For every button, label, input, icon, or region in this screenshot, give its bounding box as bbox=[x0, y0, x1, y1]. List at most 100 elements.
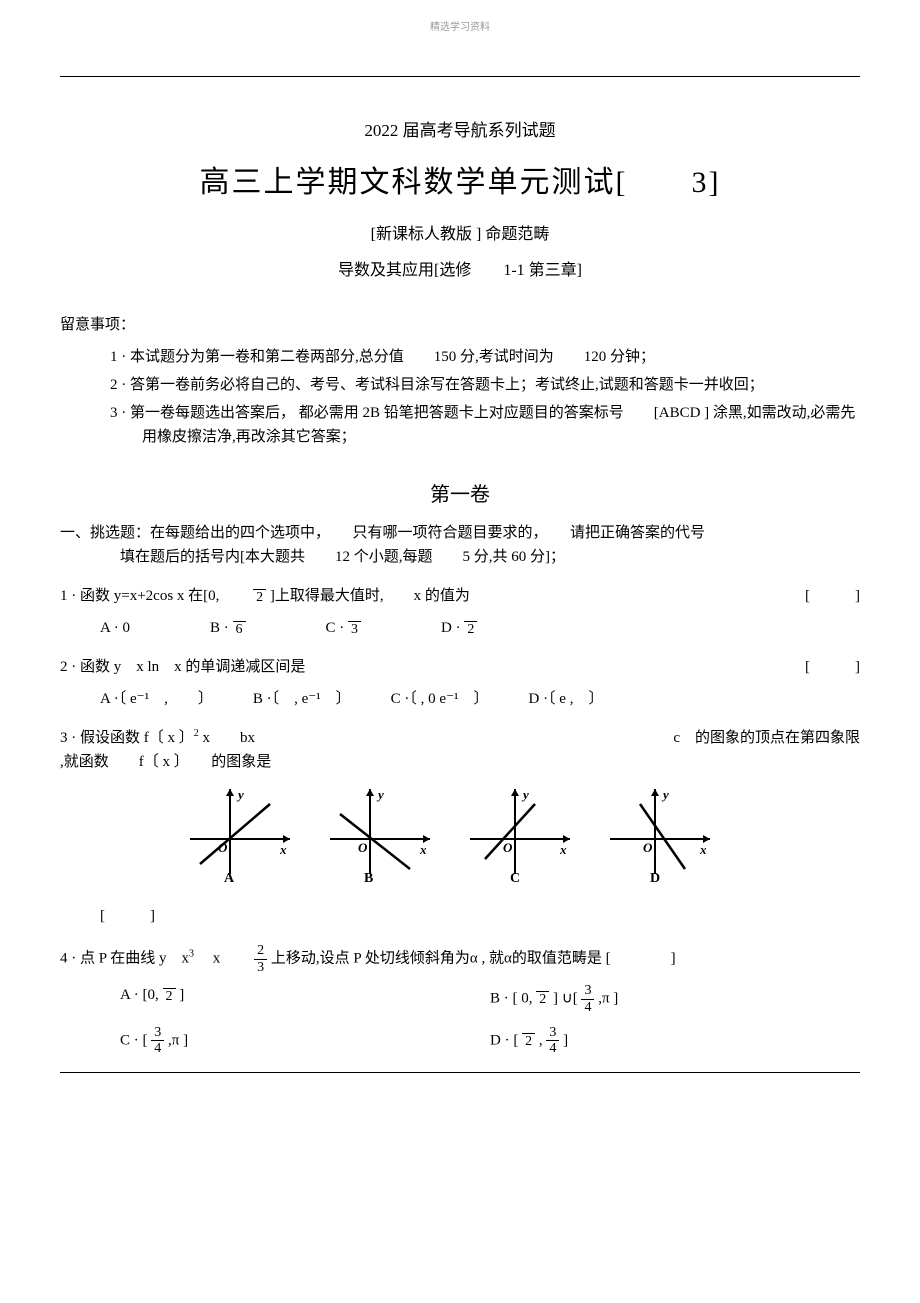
q1-text: 1 · 函数 y=x+2cos x 在[0, 2 ]上取得最大值时, x 的值为… bbox=[60, 584, 860, 608]
answer-bracket: [ ] bbox=[805, 655, 860, 679]
svg-text:O: O bbox=[503, 840, 513, 855]
svg-text:y: y bbox=[661, 787, 669, 802]
svg-text:A: A bbox=[224, 871, 235, 884]
opt-label: D · [ bbox=[490, 1032, 522, 1048]
svg-text:x: x bbox=[559, 842, 567, 857]
frac-den: 4 bbox=[151, 1041, 164, 1056]
svg-text:C: C bbox=[510, 871, 520, 884]
opt-label: A · [0, bbox=[120, 987, 163, 1003]
opt-tail: ,π ] bbox=[598, 990, 618, 1006]
section-desc-line1: 一、挑选题：在每题给出的四个选项中， 只有哪一项符合题目要求的， 请把正确答案的… bbox=[60, 521, 860, 545]
volume-title: 第一卷 bbox=[60, 479, 860, 511]
question-4: 4 · 点 P 在曲线 y x3 x 23 上移动,设点 P 处切线倾斜角为α … bbox=[60, 943, 860, 1056]
question-1: 1 · 函数 y=x+2cos x 在[0, 2 ]上取得最大值时, x 的值为… bbox=[60, 584, 860, 640]
opt-tail: ] bbox=[563, 1032, 568, 1048]
section-desc-line2: 填在题后的括号内[本大题共 12 个小题,每题 5 分,共 60 分]； bbox=[60, 545, 860, 569]
svg-text:x: x bbox=[419, 842, 427, 857]
opt-mid: ] ∪[ bbox=[553, 990, 581, 1006]
opt-c: C · [ 34 ,π ] bbox=[120, 1025, 490, 1057]
opt-c: C · 3 bbox=[326, 616, 362, 640]
graph-a: O x y A bbox=[180, 784, 300, 884]
opt-d: D · [ 2 , 34 ] bbox=[490, 1025, 860, 1057]
q3-text: 3 · 假设函数 f〔 x 〕2 x bx c 的图象的顶点在第四象限 ,就函数… bbox=[60, 726, 860, 774]
series-title: 2022 届高考导航系列试题 bbox=[60, 117, 860, 144]
opt-tail: ,π ] bbox=[168, 1032, 188, 1048]
superscript: 3 bbox=[189, 949, 194, 960]
opt-tail: ] bbox=[179, 987, 184, 1003]
q3-bracket-row: [ ] bbox=[60, 904, 860, 928]
bottom-rule bbox=[60, 1072, 860, 1073]
q4-prefix: 4 · 点 P 在曲线 y x bbox=[60, 951, 189, 967]
q1-frac: 2 bbox=[253, 589, 266, 605]
notice-item: 3 · 第一卷每题选出答案后， 都必需用 2B 铅笔把答题卡上对应题目的答案标号… bbox=[110, 401, 860, 449]
svg-text:O: O bbox=[358, 840, 368, 855]
superscript: 2 bbox=[194, 728, 199, 739]
frac-den: 2 bbox=[522, 1034, 535, 1049]
opt-label: D · bbox=[441, 620, 464, 636]
opt-label: C · bbox=[326, 620, 349, 636]
opt-label: B · [ 0, bbox=[490, 990, 536, 1006]
notice-list: 1 · 本试题分为第一卷和第二卷两部分,总分值 150 分,考试时间为 120 … bbox=[60, 345, 860, 449]
frac-den: 2 bbox=[253, 590, 266, 605]
frac-num: 3 bbox=[546, 1025, 559, 1041]
frac-den: 2 bbox=[536, 992, 549, 1007]
opt-b: B · [ 0, 2 ] ∪[ 34 ,π ] bbox=[490, 983, 860, 1015]
q2-options: A ·〔 e⁻¹ , 〕 B ·〔 , e⁻¹ 〕 C ·〔 , 0 e⁻¹ 〕… bbox=[60, 687, 860, 711]
q1-prefix: 1 · 函数 y=x+2cos x 在[0, bbox=[60, 588, 249, 604]
opt-b: B · 6 bbox=[210, 616, 246, 640]
q4-suffix: 上移动,设点 P 处切线倾斜角为α , 就α的取值范畴是 [ ] bbox=[271, 951, 676, 967]
opt-a: A ·〔 e⁻¹ , 〕 bbox=[100, 687, 213, 711]
opt-mid: , bbox=[539, 1032, 547, 1048]
graph-b: O x y B bbox=[320, 784, 440, 884]
svg-text:B: B bbox=[364, 871, 373, 884]
frac-den: 3 bbox=[348, 622, 361, 637]
scope-text: 导数及其应用[选修 1-1 第三章] bbox=[60, 258, 860, 284]
question-3: 3 · 假设函数 f〔 x 〕2 x bx c 的图象的顶点在第四象限 ,就函数… bbox=[60, 726, 860, 928]
frac-den: 4 bbox=[581, 1000, 594, 1015]
frac-num: 3 bbox=[151, 1025, 164, 1041]
notice-header: 留意事项： bbox=[60, 313, 860, 337]
top-rule bbox=[60, 76, 860, 77]
section-desc: 一、挑选题：在每题给出的四个选项中， 只有哪一项符合题目要求的， 请把正确答案的… bbox=[60, 521, 860, 569]
q4-options: A · [0, 2 ] B · [ 0, 2 ] ∪[ 34 ,π ] C · … bbox=[60, 983, 860, 1057]
main-title: 高三上学期文科数学单元测试[ 3] bbox=[60, 159, 860, 207]
svg-text:x: x bbox=[279, 842, 287, 857]
opt-label: C · [ bbox=[120, 1032, 151, 1048]
q2-body: 2 · 函数 y x ln x 的单调递减区间是 bbox=[60, 659, 305, 675]
notice-item: 2 · 答第一卷前务必将自己的、考号、考试科目涂写在答题卡上；考试终止,试题和答… bbox=[110, 373, 860, 397]
graph-c: O x y C bbox=[460, 784, 580, 884]
frac-num: 2 bbox=[254, 943, 267, 959]
graph-d: O x y D bbox=[600, 784, 720, 884]
q1-mid: ]上取得最大值时, x 的值为 bbox=[270, 588, 470, 604]
q3-l2: ,就函数 f〔 x 〕 的图象是 bbox=[60, 754, 271, 770]
q3-l1a: 3 · 假设函数 f〔 x 〕 bbox=[60, 730, 194, 746]
svg-text:D: D bbox=[650, 871, 660, 884]
opt-b: B ·〔 , e⁻¹ 〕 bbox=[253, 687, 351, 711]
q3-graphs: O x y A O x y B O x y C bbox=[180, 784, 860, 884]
opt-d: D · 2 bbox=[441, 616, 477, 640]
frac-den: 4 bbox=[546, 1041, 559, 1056]
opt-label: B · bbox=[210, 620, 233, 636]
answer-bracket: [ ] bbox=[805, 584, 860, 608]
frac-den: 3 bbox=[254, 960, 267, 975]
question-2: 2 · 函数 y x ln x 的单调递减区间是 [ ] A ·〔 e⁻¹ , … bbox=[60, 655, 860, 711]
svg-text:y: y bbox=[376, 787, 384, 802]
frac-den: 2 bbox=[464, 622, 477, 637]
q2-text: 2 · 函数 y x ln x 的单调递减区间是 [ ] bbox=[60, 655, 860, 679]
opt-a: A · 0 bbox=[100, 616, 130, 640]
frac-den: 2 bbox=[163, 989, 176, 1004]
svg-text:O: O bbox=[218, 840, 228, 855]
svg-text:y: y bbox=[236, 787, 244, 802]
notice-item: 1 · 本试题分为第一卷和第二卷两部分,总分值 150 分,考试时间为 120 … bbox=[110, 345, 860, 369]
opt-a: A · [0, 2 ] bbox=[120, 983, 490, 1015]
svg-text:O: O bbox=[643, 840, 653, 855]
opt-d: D ·〔 e , 〕 bbox=[528, 687, 603, 711]
q4-text: 4 · 点 P 在曲线 y x3 x 23 上移动,设点 P 处切线倾斜角为α … bbox=[60, 943, 860, 975]
svg-text:y: y bbox=[521, 787, 529, 802]
q1-options: A · 0 B · 6 C · 3 D · 2 bbox=[60, 616, 860, 640]
svg-text:x: x bbox=[699, 842, 707, 857]
subtitle: [新课标人教版 ] 命题范畴 bbox=[60, 222, 860, 248]
q3-l1c: c 的图象的顶点在第四象限 bbox=[673, 726, 860, 750]
watermark-text: 精选学习资料 bbox=[60, 20, 860, 36]
answer-bracket: [ ] bbox=[100, 908, 155, 924]
